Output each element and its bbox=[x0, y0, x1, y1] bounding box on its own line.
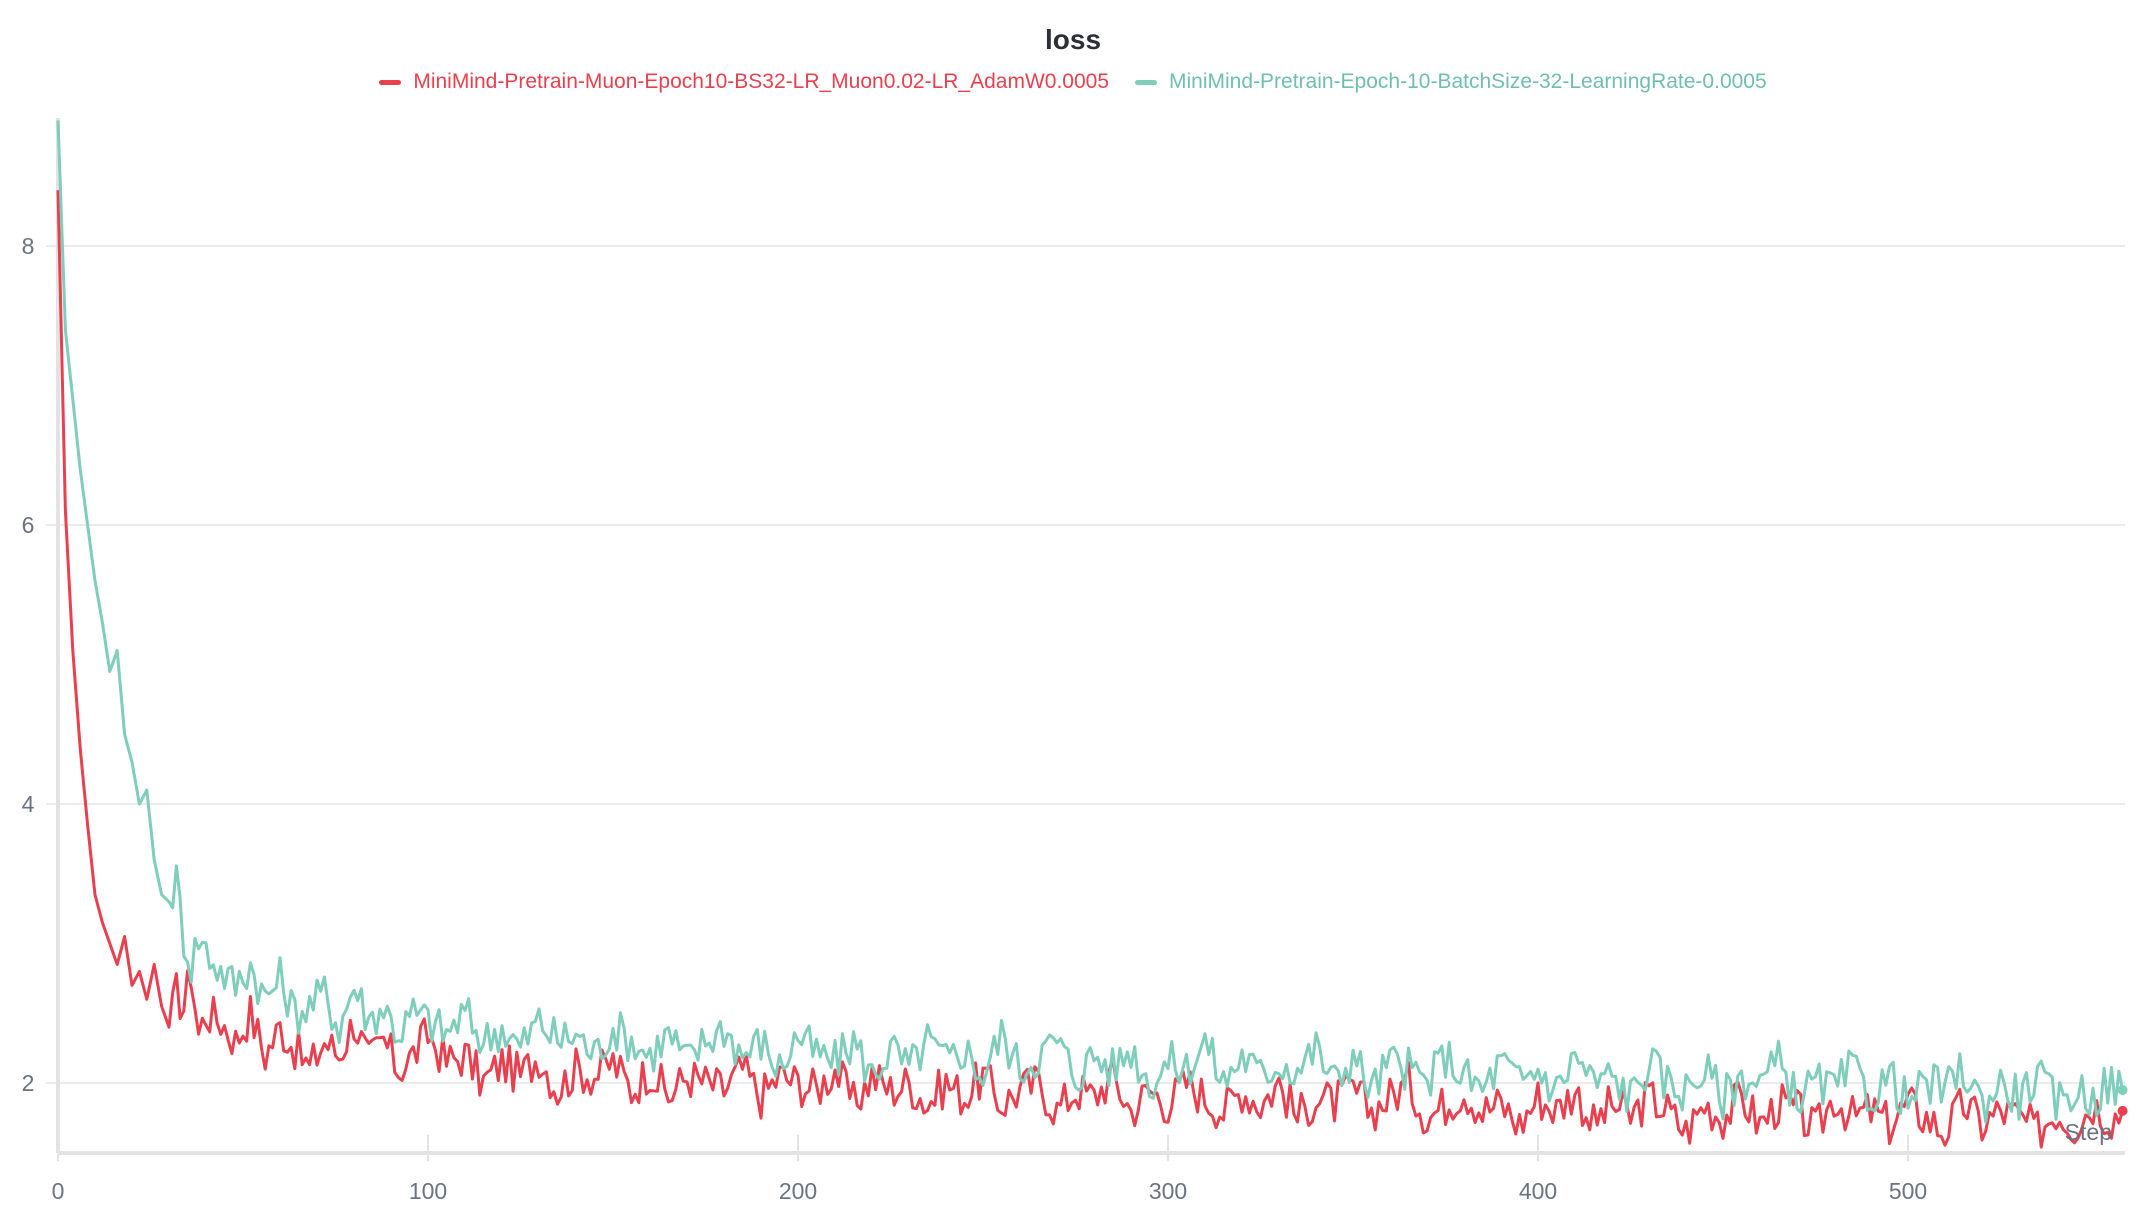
legend-item-adamw-run[interactable]: MiniMind-Pretrain-Epoch-10-BatchSize-32-… bbox=[1135, 70, 1767, 94]
legend-label: MiniMind-Pretrain-Muon-Epoch10-BS32-LR_M… bbox=[413, 70, 1110, 93]
chart-title: loss bbox=[1044, 24, 1102, 55]
legend-swatch-red-icon bbox=[379, 79, 402, 85]
x-axis-label: Step bbox=[2065, 1119, 2112, 1145]
legend-label: MiniMind-Pretrain-Epoch-10-BatchSize-32-… bbox=[1169, 70, 1767, 93]
legend-item-muon-run[interactable]: MiniMind-Pretrain-Muon-Epoch10-BS32-LR_M… bbox=[379, 70, 1109, 94]
x-tick-label: 100 bbox=[409, 1178, 447, 1204]
x-tick-label: 200 bbox=[779, 1178, 817, 1204]
series-end-dot-icon bbox=[2117, 1105, 2128, 1116]
y-tick-label: 2 bbox=[22, 1070, 35, 1096]
y-tick-label: 8 bbox=[22, 233, 35, 259]
legend: MiniMind-Pretrain-Muon-Epoch10-BS32-LR_M… bbox=[0, 70, 2146, 94]
x-tick-label: 500 bbox=[1889, 1178, 1927, 1204]
y-tick-label: 4 bbox=[22, 791, 35, 817]
legend-swatch-teal-icon bbox=[1135, 79, 1158, 85]
series-line-adamw[interactable] bbox=[56, 120, 2125, 1124]
x-tick-label: 400 bbox=[1519, 1178, 1557, 1204]
grid-lines bbox=[46, 245, 2125, 1084]
x-tick-label: 0 bbox=[52, 1178, 65, 1204]
y-tick-label: 6 bbox=[22, 512, 35, 538]
series-lines bbox=[56, 120, 2128, 1149]
series-line-muon[interactable] bbox=[56, 190, 2125, 1149]
axes: 2 4 6 8 0 100 200 300 400 500 bbox=[22, 118, 2125, 1204]
series-end-dot-icon bbox=[2117, 1084, 2128, 1095]
x-tick-label: 300 bbox=[1149, 1178, 1187, 1204]
